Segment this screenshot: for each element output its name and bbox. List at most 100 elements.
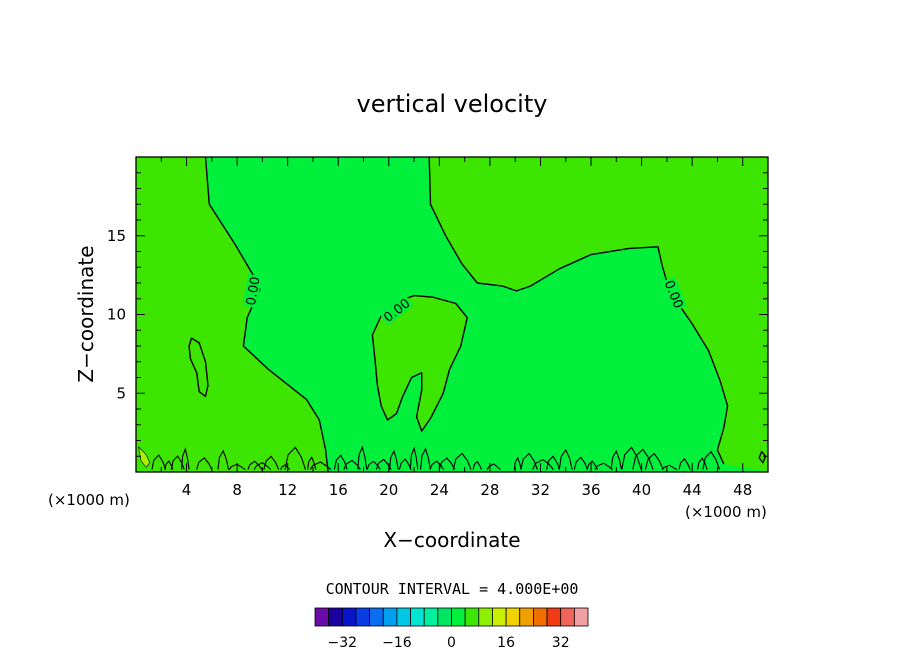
- surface-contour: [472, 460, 483, 470]
- colorbar-swatch: [546, 607, 562, 627]
- x-tick-label: 4: [182, 481, 192, 499]
- colorbar-tick-label: 16: [497, 635, 515, 651]
- surface-contour: [309, 461, 332, 471]
- surface-contour: [333, 454, 348, 470]
- surface-contour: [409, 446, 419, 470]
- x-tick-label: 20: [379, 481, 398, 499]
- contour-label-background: [379, 294, 414, 326]
- colorbar-tick-label: −32: [328, 635, 358, 651]
- x-tick-label: 40: [632, 481, 651, 499]
- surface-contour: [196, 457, 213, 470]
- surface-contour: [357, 445, 368, 470]
- surface-contour: [280, 464, 290, 470]
- x-axis-ticks: 4 8 12 16 20 24 28 32 36 40 44 48: [160, 157, 752, 499]
- y-tick-label: 5: [116, 384, 126, 402]
- x-tick-label: 44: [683, 481, 702, 499]
- surface-contour: [532, 458, 554, 470]
- contour-line: [758, 450, 767, 464]
- surface-contour: [644, 452, 664, 470]
- colorbar-swatch: [492, 607, 507, 627]
- colorbar-swatch: [464, 607, 480, 627]
- contour-line: [371, 294, 468, 432]
- surface-contour: [151, 454, 167, 470]
- surface-contour: [573, 456, 589, 470]
- colorbar-swatch: [533, 607, 548, 627]
- surface-contour: [632, 448, 654, 470]
- colorbar-swatch: [410, 607, 425, 627]
- surface-contour: [263, 455, 280, 470]
- surface-contour: [388, 449, 399, 470]
- x-tick-label: 12: [278, 481, 297, 499]
- colorbar-swatch: [519, 607, 534, 627]
- colorbar-swatch: [451, 607, 466, 627]
- region-right: [429, 157, 768, 472]
- surface-contour: [486, 463, 501, 471]
- contour-interval-label: CONTOUR INTERVAL = 4.000E+00: [326, 580, 579, 598]
- contour-label: 0.00: [244, 276, 264, 307]
- surface-contour: [696, 457, 708, 470]
- colorbar-swatch: [369, 607, 384, 627]
- x-tick-label: 36: [581, 481, 600, 499]
- x-axis-label: X−coordinate: [383, 528, 520, 552]
- contour-line: [188, 337, 209, 398]
- chart-title: vertical velocity: [357, 90, 548, 118]
- surface-contour: [513, 456, 522, 470]
- surface-contour: [398, 458, 412, 470]
- x-tick-label: 24: [430, 481, 449, 499]
- contour-label-background: [661, 276, 687, 312]
- colorbar-swatch: [573, 607, 589, 627]
- surface-contour: [284, 446, 307, 470]
- x-tick-label: 32: [531, 481, 550, 499]
- surface-contour: [558, 448, 573, 470]
- surface-contour: [702, 450, 721, 470]
- surface-contour: [452, 452, 472, 470]
- contour-line: [204, 156, 329, 473]
- surface-contour: [307, 456, 317, 470]
- region-spot: [138, 446, 150, 468]
- x-unit-right: (×1000 m): [685, 503, 767, 521]
- surface-contour: [217, 449, 230, 470]
- x-tick-label: 16: [329, 481, 348, 499]
- surface-contour: [586, 460, 598, 470]
- y-tick-label: 10: [107, 306, 126, 324]
- colorbar-swatch: [423, 607, 439, 627]
- surface-contour: [253, 462, 272, 470]
- colorbar-swatch: [355, 607, 371, 627]
- colorbar-tick-label: 0: [447, 635, 456, 651]
- y-axis-label: Z−coordinate: [74, 245, 98, 382]
- surface-contour: [594, 462, 613, 471]
- surface-contour: [621, 446, 642, 470]
- surface-contour: [366, 460, 381, 470]
- contour-lines: 0.000.000.00: [138, 156, 767, 473]
- colorbar-swatch: [382, 607, 398, 627]
- colorbar-swatch: [437, 607, 452, 627]
- surface-contour: [429, 460, 445, 470]
- colorbar-swatch: [396, 607, 411, 627]
- surface-contour: [661, 464, 678, 471]
- surface-contour-noise: [151, 445, 721, 471]
- contour-line: [138, 446, 151, 468]
- colorbar-swatch: [478, 607, 493, 627]
- colorbar: −32 −16 0 16 32: [314, 607, 589, 651]
- surface-contour: [180, 447, 190, 470]
- colorbar-swatch: [341, 607, 357, 627]
- colorbar-swatch: [328, 607, 343, 627]
- x-tick-label: 28: [480, 481, 499, 499]
- surface-contour: [610, 449, 623, 470]
- y-tick-label: 15: [107, 227, 126, 245]
- y-axis-ticks: 5 10 15: [107, 172, 768, 457]
- colorbar-swatch: [314, 607, 330, 627]
- surface-contour: [678, 458, 691, 470]
- surface-contour: [419, 447, 431, 470]
- colorbar-tick-label: −16: [382, 635, 412, 651]
- x-tick-label: 8: [232, 481, 242, 499]
- colorbar-tick-label: 32: [552, 635, 570, 651]
- region-middle-bubble: [372, 295, 468, 432]
- surface-contour: [247, 460, 263, 470]
- colorbar-swatch: [505, 607, 521, 627]
- surface-contour: [438, 457, 456, 470]
- contour-line: [428, 156, 729, 465]
- x-unit-left: (×1000 m): [48, 491, 130, 509]
- region-left: [136, 157, 329, 472]
